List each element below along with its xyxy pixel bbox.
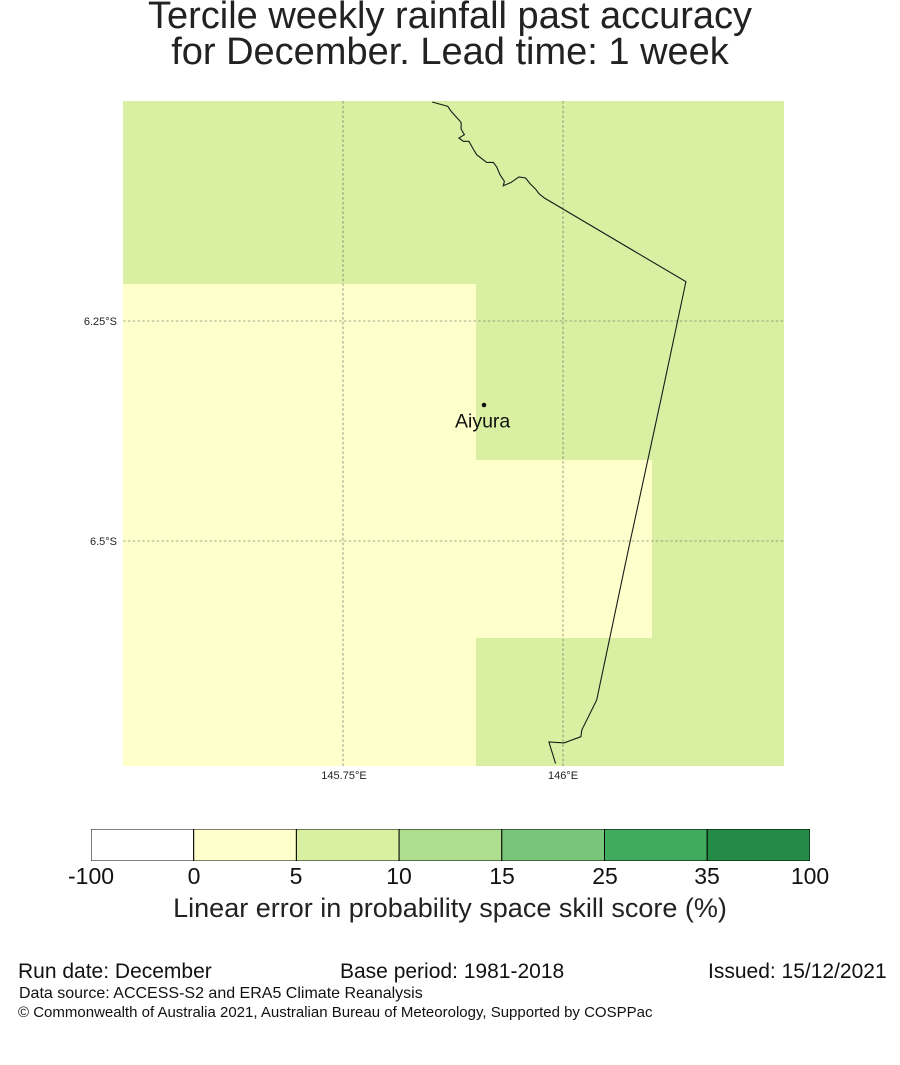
svg-text:Aiyura: Aiyura [455, 411, 510, 433]
